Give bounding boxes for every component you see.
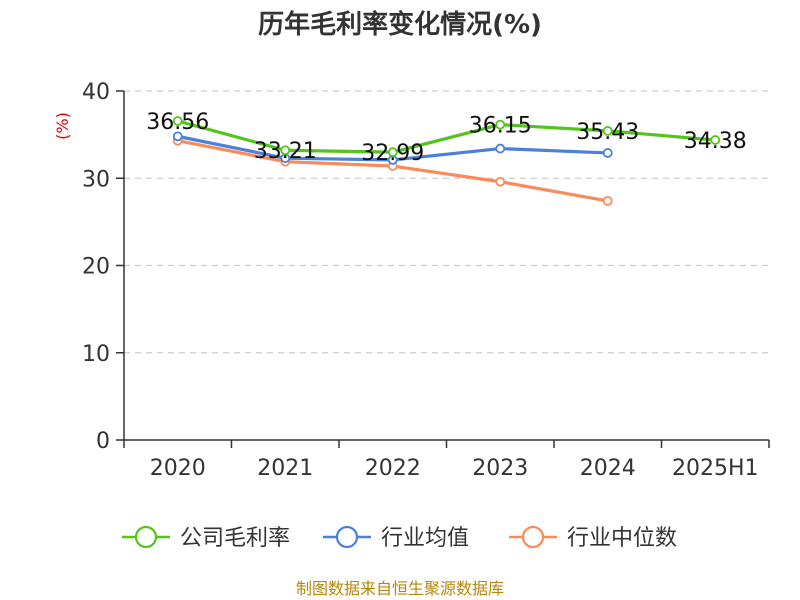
x-tick-label: 2024: [580, 456, 636, 481]
legend-item-1[interactable]: 公司毛利率: [122, 525, 290, 551]
data-point: [495, 176, 506, 187]
y-tick-label: 20: [82, 255, 110, 280]
y-tick-label: 10: [82, 342, 110, 367]
x-tick-label: 2022: [365, 456, 421, 481]
data-point: [387, 147, 398, 158]
grid-lines: [124, 90, 769, 354]
series-line-1: [177, 119, 716, 154]
data-point: [602, 196, 613, 206]
x-tick-label: 2025H1: [672, 456, 759, 481]
chart-title: 历年毛利率变化情况(%): [258, 9, 542, 40]
data-label: 35.43: [576, 120, 639, 145]
data-point: [495, 119, 506, 130]
y-tick-label: 0: [96, 429, 110, 454]
x-tick-label: 2020: [150, 456, 206, 481]
data-point: [172, 116, 183, 126]
data-point: [172, 131, 183, 142]
source-note: 制图数据来自恒生聚源数据库: [296, 579, 504, 598]
y-axis-label: (%): [53, 112, 72, 140]
y-tick-label: 40: [82, 80, 110, 105]
legend-item-3[interactable]: 行业中位数: [509, 525, 677, 551]
legend-label: 行业中位数: [567, 526, 677, 551]
x-tick-label: 2021: [257, 456, 313, 481]
data-labels: 36.56 33.21 32.99 36.15 35.43 34.38: [146, 110, 746, 166]
legend-marker: [134, 525, 158, 549]
data-point: [602, 125, 613, 136]
series-lines: [172, 116, 721, 206]
legend[interactable]: 公司毛利率 行业均值 行业中位数: [122, 525, 677, 551]
data-point: [710, 135, 721, 145]
data-point: [280, 145, 291, 156]
data-label: 33.21: [254, 139, 317, 164]
legend-marker: [335, 525, 359, 549]
legend-item-2[interactable]: 行业均值: [323, 525, 469, 551]
legend-label: 行业均值: [381, 526, 469, 551]
data-label: 34.38: [684, 129, 747, 154]
x-tick-label: 2023: [472, 456, 528, 481]
data-label: 36.15: [469, 114, 532, 139]
data-point: [495, 143, 506, 154]
data-label: 36.56: [146, 110, 209, 135]
axes: 0 10 20 30 40 2020 2021 2022 2023 2024 2025H1: [82, 80, 770, 481]
data-label: 32.99: [361, 141, 424, 166]
legend-marker: [521, 525, 545, 549]
data-point: [602, 148, 613, 158]
legend-label: 公司毛利率: [180, 526, 290, 551]
y-tick-label: 30: [82, 167, 110, 192]
